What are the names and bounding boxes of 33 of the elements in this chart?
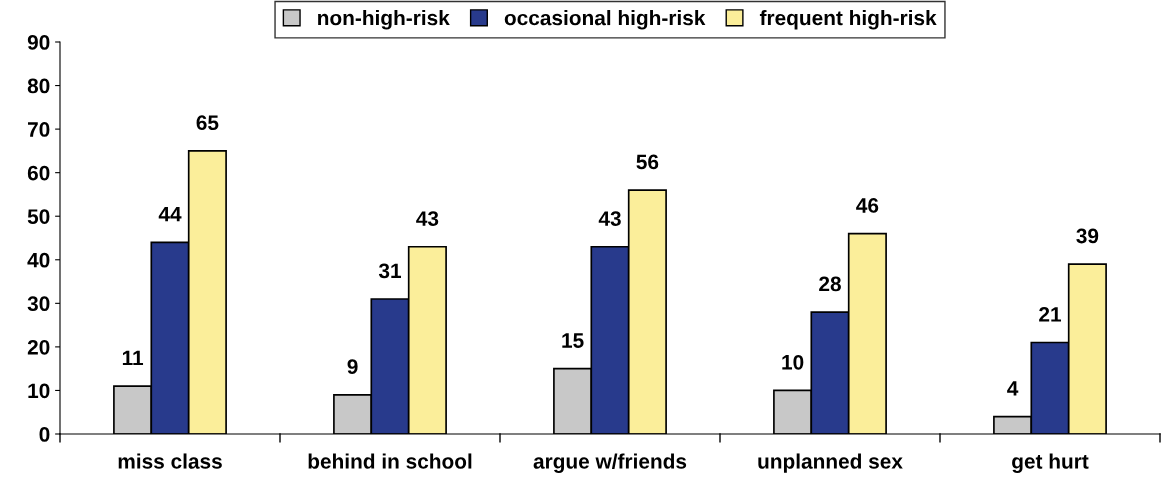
- data-label: 15: [562, 333, 584, 348]
- legend-label: non-high-risk: [318, 9, 450, 30]
- data-label: 10: [782, 354, 804, 370]
- data-label: 43: [416, 211, 439, 226]
- x-tick-label: argue w/friends: [533, 453, 687, 473]
- y-tick-label: 0: [39, 427, 50, 442]
- data-label: 21: [1039, 307, 1062, 322]
- x-tick-label: unplanned sex: [758, 453, 903, 473]
- data-label: 44: [158, 207, 182, 222]
- x-tick-label: get hurt: [1012, 453, 1089, 473]
- x-tick-label: behind in school: [308, 453, 472, 469]
- data-label: 56: [636, 154, 659, 170]
- data-label: 65: [196, 115, 219, 131]
- y-tick-label: 30: [27, 296, 50, 312]
- y-tick-label: 70: [28, 122, 50, 137]
- y-tick-label: 10: [28, 383, 50, 399]
- legend-label: frequent high-risk: [759, 9, 937, 30]
- data-label: 11: [122, 350, 144, 366]
- data-label: 31: [378, 263, 402, 279]
- data-label: 9: [347, 359, 358, 375]
- y-tick-label: 50: [27, 209, 50, 224]
- data-label: 28: [819, 276, 841, 292]
- data-label: 4: [1007, 381, 1019, 396]
- y-tick-label: 20: [27, 339, 50, 355]
- y-tick-label: 60: [27, 165, 50, 181]
- data-label: 43: [598, 211, 621, 226]
- data-label: 39: [1076, 228, 1099, 244]
- y-tick-label: 40: [27, 252, 50, 268]
- data-label: 46: [856, 198, 879, 213]
- x-tick-label: miss class: [118, 453, 222, 469]
- y-tick-label: 80: [27, 78, 50, 94]
- y-tick-label: 90: [27, 35, 50, 50]
- legend-label: occasional high-risk: [504, 9, 706, 30]
